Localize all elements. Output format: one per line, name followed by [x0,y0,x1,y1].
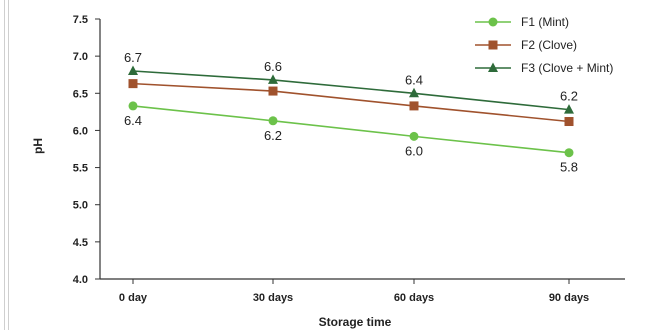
data-label: 6.7 [124,50,142,65]
y-tick-label: 7.5 [73,14,88,26]
legend-swatch-marker [488,62,498,72]
series-1 [128,101,574,158]
x-tick-label: 60 days [394,292,434,304]
series-line [132,82,570,123]
x-axis-title: Storage time [319,315,392,329]
legend-label: F1 (Mint) [521,15,569,29]
data-point [268,116,278,126]
legend: F1 (Mint) F2 (Clove) F3 (Clove + Mint) [475,15,613,75]
data-label: 6.4 [405,72,423,87]
y-axis-title: pH [31,138,45,154]
legend-swatch-marker [488,40,498,50]
data-label: 6.4 [124,113,142,128]
data-point [564,148,574,158]
y-tick-label: 7.0 [73,51,88,63]
series-line [132,105,570,154]
y-tick-label: 6.5 [73,88,88,100]
data-label: 6.6 [264,59,282,74]
y-tick-label: 4.0 [73,274,88,286]
data-labels: 6.7 6.6 6.4 6.2 6.4 6.2 6.0 5.8 [124,50,578,175]
y-tick-label: 5.5 [73,163,88,175]
y-tick-label: 6.0 [73,125,88,137]
data-label: 6.2 [264,128,282,143]
data-point [409,131,419,141]
data-point [268,86,278,96]
data-point [128,65,138,75]
data-point [128,79,138,89]
series-3 [128,65,574,114]
data-label: 5.8 [560,160,578,175]
data-label: 6.2 [560,89,578,104]
y-tick-label: 5.0 [73,200,88,212]
legend-label: F3 (Clove + Mint) [521,61,613,75]
legend-item: F1 (Mint) [475,15,569,29]
legend-item: F2 (Clove) [475,38,577,52]
axes: 4.0 4.5 5.0 5.5 6.0 6.5 7.0 7.5 0 day 30 days 60 d… [31,14,625,329]
x-tick-label: 90 days [549,292,589,304]
x-tick-label: 30 days [253,292,293,304]
legend-swatch-marker [488,17,498,27]
series-lines [128,65,574,158]
data-point [409,101,419,111]
data-label: 6.0 [405,143,423,158]
data-point [564,104,574,114]
x-tick-label: 0 day [119,292,148,304]
data-point [268,74,278,84]
series-line [132,70,570,111]
series-2 [128,79,574,127]
y-tick-label: 4.5 [73,237,88,249]
left-border-inner [8,0,9,330]
legend-label: F2 (Clove) [521,38,577,52]
data-point [564,117,574,127]
data-point [409,87,419,98]
legend-item: F3 (Clove + Mint) [475,61,613,75]
data-point [128,101,138,111]
left-border [4,0,5,330]
